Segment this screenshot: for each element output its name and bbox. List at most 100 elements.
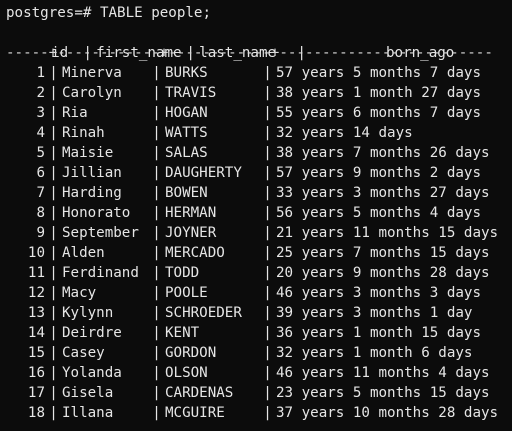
column-separator: | bbox=[49, 365, 58, 381]
column-separator: | bbox=[49, 305, 58, 321]
column-separator: | bbox=[263, 185, 272, 201]
column-separator: | bbox=[263, 325, 272, 341]
column-separator: | bbox=[152, 85, 161, 101]
column-separator: | bbox=[152, 165, 161, 181]
column-separator: | bbox=[263, 125, 272, 141]
cell-last-name: MERCADO bbox=[165, 245, 225, 261]
cell-id: 14 bbox=[27, 325, 45, 341]
cell-last-name: HERMAN bbox=[165, 205, 217, 221]
cell-born-ago: 37 years 10 months 28 days bbox=[276, 405, 499, 421]
column-separator: | bbox=[263, 65, 272, 81]
cell-born-ago: 56 years 5 months 4 days bbox=[276, 205, 481, 221]
cell-last-name: SCHROEDER bbox=[165, 305, 242, 321]
cell-born-ago: 46 years 3 months 3 days bbox=[276, 285, 481, 301]
cell-born-ago: 36 years 1 month 15 days bbox=[276, 325, 481, 341]
cell-born-ago: 38 years 1 month 27 days bbox=[276, 85, 481, 101]
cell-id: 5 bbox=[36, 145, 45, 161]
column-separator: | bbox=[152, 325, 161, 341]
column-separator: | bbox=[49, 85, 58, 101]
cell-first-name: Deirdre bbox=[62, 325, 122, 341]
column-separator: | bbox=[152, 285, 161, 301]
table-row: 15 | Casey | GORDON | 32 years 1 month 6 days bbox=[6, 343, 512, 363]
cell-first-name: Casey bbox=[62, 345, 105, 361]
cell-last-name: TODD bbox=[165, 265, 200, 281]
cell-born-ago: 39 years 3 months 1 day bbox=[276, 305, 473, 321]
cell-first-name: Jillian bbox=[62, 165, 122, 181]
column-separator: | bbox=[263, 85, 272, 101]
column-separator: | bbox=[49, 105, 58, 121]
column-separator: | bbox=[152, 145, 161, 161]
column-separator: | bbox=[152, 205, 161, 221]
column-separator: | bbox=[263, 305, 272, 321]
cell-id: 15 bbox=[27, 345, 45, 361]
column-separator: | bbox=[152, 125, 161, 141]
column-separator: | bbox=[152, 305, 161, 321]
column-separator: | bbox=[263, 145, 272, 161]
cell-id: 1 bbox=[36, 65, 45, 81]
cell-first-name: Minerva bbox=[62, 65, 122, 81]
table-row: 12 | Macy | POOLE | 46 years 3 months 3 days bbox=[6, 283, 512, 303]
table-row: 18 | Illana | MCGUIRE | 37 years 10 months 28 … bbox=[6, 403, 512, 423]
column-separator: | bbox=[49, 145, 58, 161]
column-separator: | bbox=[152, 365, 161, 381]
cell-id: 2 bbox=[36, 85, 45, 101]
cell-id: 10 bbox=[27, 245, 45, 261]
column-separator: | bbox=[263, 245, 272, 261]
table-row: 5 | Maisie | SALAS | 38 years 7 months 26 days bbox=[6, 143, 512, 163]
table-row: 4 | Rinah | WATTS | 32 years 14 days bbox=[6, 123, 512, 143]
table-row: 3 | Ria | HOGAN | 55 years 6 months 7 days bbox=[6, 103, 512, 123]
cell-id: 18 bbox=[27, 405, 45, 421]
column-separator: | bbox=[49, 125, 58, 141]
cell-first-name: Carolyn bbox=[62, 85, 122, 101]
column-separator: | bbox=[152, 225, 161, 241]
header-last-name: last_name bbox=[199, 45, 277, 61]
table-row: 8 | Honorato | HERMAN | 56 years 5 months 4 da… bbox=[6, 203, 512, 223]
header-first-name: first_name bbox=[96, 45, 182, 61]
column-separator: | bbox=[263, 405, 272, 421]
table-row: 1 | Minerva | BURKS | 57 years 5 months 7 days bbox=[6, 63, 512, 83]
cell-first-name: Maisie bbox=[62, 145, 114, 161]
cell-born-ago: 57 years 9 months 2 days bbox=[276, 165, 481, 181]
cell-id: 12 bbox=[27, 285, 45, 301]
cell-born-ago: 55 years 6 months 7 days bbox=[276, 105, 481, 121]
cell-first-name: Harding bbox=[62, 185, 122, 201]
column-separator: | bbox=[263, 105, 272, 121]
cell-last-name: KENT bbox=[165, 325, 200, 341]
cell-last-name: TRAVIS bbox=[165, 85, 217, 101]
column-separator: | bbox=[263, 285, 272, 301]
cell-born-ago: 25 years 7 months 15 days bbox=[276, 245, 490, 261]
column-separator: | bbox=[152, 345, 161, 361]
column-separator: | bbox=[49, 345, 58, 361]
cell-first-name: Ferdinand bbox=[62, 265, 139, 281]
cell-last-name: MCGUIRE bbox=[165, 405, 225, 421]
cell-born-ago: 32 years 1 month 6 days bbox=[276, 345, 473, 361]
cell-born-ago: 38 years 7 months 26 days bbox=[276, 145, 490, 161]
prompt-line: postgres=# TABLE people; bbox=[6, 5, 211, 21]
cell-first-name: Macy bbox=[62, 285, 97, 301]
header-id: id bbox=[51, 45, 69, 61]
table-body: 1 | Minerva | BURKS | 57 years 5 months 7 days… bbox=[6, 63, 512, 423]
cell-born-ago: 20 years 9 months 28 days bbox=[276, 265, 490, 281]
cell-last-name: BOWEN bbox=[165, 185, 208, 201]
table-row: 14 | Deirdre | KENT | 36 years 1 month 15 days bbox=[6, 323, 512, 343]
column-separator: | bbox=[263, 225, 272, 241]
cell-id: 11 bbox=[27, 265, 45, 281]
cell-last-name: DAUGHERTY bbox=[165, 165, 242, 181]
column-separator: | bbox=[49, 165, 58, 181]
column-separator: | bbox=[49, 265, 58, 281]
cell-first-name: September bbox=[62, 225, 139, 241]
column-separator: | bbox=[152, 185, 161, 201]
cell-last-name: HOGAN bbox=[165, 105, 208, 121]
table-row: 13 | Kylynn | SCHROEDER | 39 years 3 months 1 … bbox=[6, 303, 512, 323]
cell-last-name: CARDENAS bbox=[165, 385, 234, 401]
cell-born-ago: 23 years 5 months 15 days bbox=[276, 385, 490, 401]
column-separator: | bbox=[49, 385, 58, 401]
table-row: 10 | Alden | MERCADO | 25 years 7 months 15 da… bbox=[6, 243, 512, 263]
column-separator: | bbox=[152, 65, 161, 81]
cell-id: 7 bbox=[36, 185, 45, 201]
column-separator: | bbox=[152, 245, 161, 261]
table-row: 6 | Jillian | DAUGHERTY | 57 years 9 months 2 … bbox=[6, 163, 512, 183]
column-separator: | bbox=[49, 205, 58, 221]
column-separator: | bbox=[152, 385, 161, 401]
